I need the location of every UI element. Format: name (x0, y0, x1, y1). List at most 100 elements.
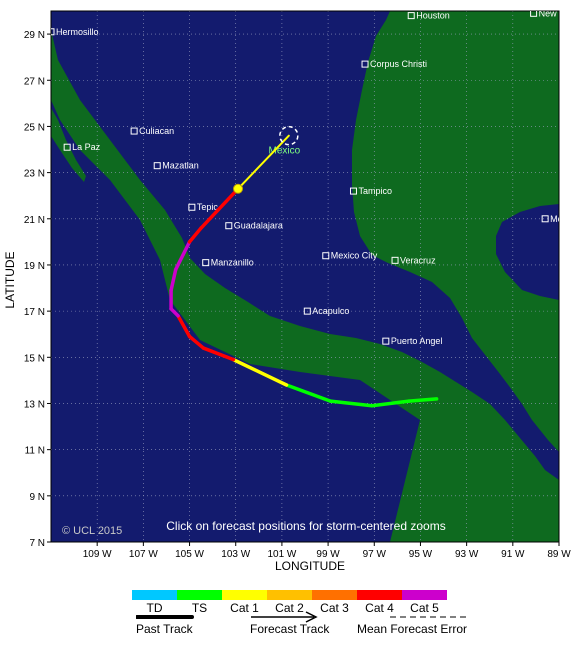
city-marker (361, 60, 369, 68)
mexico-land (51, 11, 559, 542)
y-tick-label: 29 N (24, 30, 45, 41)
copyright-text: © UCL 2015 (62, 525, 122, 537)
mean-error-dash-icon (390, 616, 469, 618)
x-axis-label: LONGITUDE (275, 559, 345, 573)
city-marker (51, 28, 55, 36)
city-marker (391, 256, 399, 264)
city-marker (541, 215, 549, 223)
x-tick-label: 97 W (363, 549, 387, 560)
legend-category-label: Cat 2 (275, 601, 304, 615)
city-label: Veracruz (400, 255, 436, 265)
region-label-mexico: Mexico (269, 146, 301, 157)
city-label: Puerto Angel (391, 336, 443, 346)
x-tick-label: 99 W (316, 549, 340, 560)
city-label: Tepic (197, 202, 219, 212)
city-label: Houston (416, 11, 450, 21)
city-label: New Orleans (539, 8, 580, 18)
past-track-label: Past Track (136, 622, 193, 636)
x-tick-label: 103 W (221, 549, 250, 560)
past-track-segment (407, 397, 439, 403)
y-tick-label: 27 N (24, 76, 45, 87)
past-track-line-icon (136, 615, 194, 619)
mean-forecast-error-circle[interactable] (279, 125, 299, 146)
past-track-segment (370, 399, 411, 408)
y-tick-label: 19 N (24, 261, 45, 272)
legend-swatch (177, 590, 222, 600)
city-label: Mexico City (331, 251, 378, 261)
x-axis-ticks: 109 W 107 W 105 W 103 W 101 W 99 W 97 W 95 W 93 … (83, 542, 571, 560)
y-tick-label: 23 N (24, 169, 45, 180)
city-marker (225, 222, 233, 230)
past-track-segment (173, 240, 192, 272)
legend-category-label: Cat 1 (230, 601, 259, 615)
legend-category-label: Cat 4 (365, 601, 394, 615)
forecast-track-segment (237, 134, 290, 190)
legend-swatch (357, 590, 402, 600)
city-label: Tampico (358, 186, 392, 196)
storm-track[interactable] (169, 125, 439, 408)
past-track-segment (231, 357, 289, 387)
legend-swatch (312, 590, 357, 600)
legend-category-label: Cat 5 (410, 601, 439, 615)
legend-swatch (222, 590, 267, 600)
past-track-segment (201, 346, 236, 362)
y-tick-label: 25 N (24, 122, 45, 133)
legend-category-label: TS (191, 601, 208, 615)
x-tick-label: 89 W (547, 549, 571, 560)
city-marker (407, 12, 415, 20)
city-label: Merida (550, 214, 578, 224)
mean-error-label: Mean Forecast Error (357, 622, 468, 636)
y-tick-label: 17 N (24, 307, 45, 318)
y-tick-label: 13 N (24, 399, 45, 410)
grid-lines (51, 11, 559, 542)
x-tick-label: 107 W (129, 549, 158, 560)
city-label: Culiacan (139, 126, 174, 136)
mean-error-legend: Mean Forecast Error (357, 616, 469, 636)
y-tick-label: 11 N (25, 446, 45, 457)
city-marker (153, 162, 161, 170)
y-tick-label: 7 N (29, 538, 45, 549)
category-legend-bar (132, 590, 447, 600)
past-track-segment (199, 187, 240, 230)
x-tick-label: 95 W (409, 549, 433, 560)
legend-swatch (267, 590, 312, 600)
city-label: Corpus Christi (370, 59, 427, 69)
past-track-segment (284, 383, 333, 403)
city-marker (382, 337, 390, 345)
city-marker (322, 252, 330, 260)
y-axis-label: LATITUDE (3, 251, 17, 308)
city-marker (202, 259, 210, 267)
florida-coast (545, 11, 559, 40)
y-tick-label: 21 N (24, 215, 45, 226)
zoom-hint-text: Click on forecast positions for storm-ce… (166, 519, 445, 533)
city-marker (63, 143, 71, 151)
y-tick-label: 9 N (29, 492, 45, 503)
storm-track-map[interactable]: 109 W 107 W 105 W 103 W 101 W 99 W 97 W 95 W 93 … (0, 0, 580, 580)
past-track-segment (187, 334, 206, 350)
forecast-position-marker[interactable] (233, 183, 244, 194)
x-tick-label: 109 W (83, 549, 112, 560)
city-label: Mazatlan (162, 161, 199, 171)
city-marker (349, 187, 357, 195)
past-track-segment (187, 226, 203, 244)
x-tick-label: 101 W (267, 549, 296, 560)
legend-category-label: Cat 3 (320, 601, 349, 615)
legend-category-label: TD (146, 601, 163, 615)
forecast-track-label: Forecast Track (250, 622, 330, 636)
category-legend-labels: TD TS Cat 1 Cat 2 Cat 3 Cat 4 Cat 5 (132, 601, 447, 615)
x-tick-label: 93 W (455, 549, 479, 560)
city-label: La Paz (72, 142, 101, 152)
legend-swatch (132, 590, 177, 600)
legend-swatch (402, 590, 447, 600)
past-track-segment (328, 399, 374, 408)
city-markers: Houston New Orleans Hermosillo Corpus Chris… (51, 8, 580, 346)
x-tick-label: 105 W (175, 549, 204, 560)
city-marker (130, 127, 138, 135)
forecast-track-arrow-icon (251, 611, 318, 623)
y-tick-label: 15 N (24, 353, 45, 364)
forecast-track-legend: Forecast Track (250, 611, 330, 636)
city-marker (530, 11, 538, 17)
y-axis-ticks: 29 N 27 N 25 N 23 N 21 N 19 N 17 N 15 N 13 N 11 N… (24, 30, 51, 549)
city-marker (303, 307, 311, 315)
x-tick-label: 91 W (501, 549, 525, 560)
